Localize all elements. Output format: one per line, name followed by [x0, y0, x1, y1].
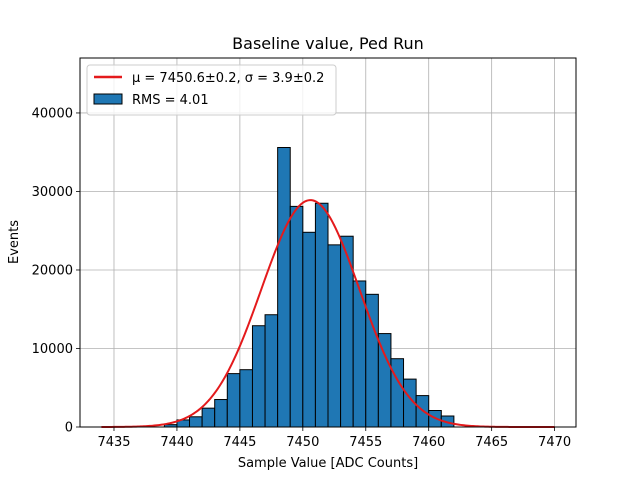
y-tick-label: 40000 — [32, 106, 73, 121]
x-tick-label: 7455 — [349, 435, 382, 450]
x-tick-label: 7465 — [475, 435, 508, 450]
x-tick-label: 7450 — [286, 435, 319, 450]
x-tick-label: 7435 — [97, 435, 130, 450]
histogram-bar — [251, 325, 266, 428]
legend: μ = 7450.6±0.2, σ = 3.9±0.2 RMS = 4.01 — [86, 64, 337, 116]
x-tick-label: 7440 — [160, 435, 193, 450]
plot-frame — [79, 57, 577, 428]
histogram-bar — [201, 407, 216, 428]
gaussian-fit-line — [101, 199, 555, 428]
histogram-bar — [390, 358, 405, 428]
y-axis-ticks: 0 10000 20000 30000 40000 — [32, 106, 80, 436]
x-tick-label: 7445 — [223, 435, 256, 450]
histogram-bar — [277, 147, 291, 428]
legend-box — [86, 64, 337, 116]
histogram-bars — [163, 147, 455, 428]
histogram-bar — [239, 369, 253, 428]
x-axis-ticks: 7435 7440 7445 7450 7455 7460 7465 7470 — [97, 427, 571, 450]
histogram-bar — [189, 416, 203, 428]
legend-fit-label: μ = 7450.6±0.2, σ = 3.9±0.2 — [132, 71, 324, 86]
y-tick-label: 10000 — [32, 342, 73, 357]
y-tick-label: 20000 — [32, 263, 73, 278]
y-axis-label: Events — [7, 220, 22, 264]
x-axis-label: Sample Value [ADC Counts] — [238, 456, 418, 471]
histogram-bar — [226, 373, 241, 428]
histogram-bar — [314, 202, 329, 428]
histogram-bar — [214, 399, 228, 428]
x-tick-label: 7460 — [412, 435, 445, 450]
histogram-bar — [264, 314, 279, 428]
y-tick-label: 30000 — [32, 185, 73, 200]
legend-histogram-label: RMS = 4.01 — [132, 93, 209, 108]
y-tick-label: 0 — [65, 421, 73, 436]
legend-histogram-swatch — [93, 93, 123, 105]
histogram-bar — [377, 333, 392, 428]
histogram-bar — [327, 244, 342, 428]
chart-title: Baseline value, Ped Run — [232, 34, 424, 53]
histogram-bar — [289, 205, 304, 428]
x-tick-label: 7470 — [538, 435, 571, 450]
histogram-bar — [302, 231, 316, 428]
